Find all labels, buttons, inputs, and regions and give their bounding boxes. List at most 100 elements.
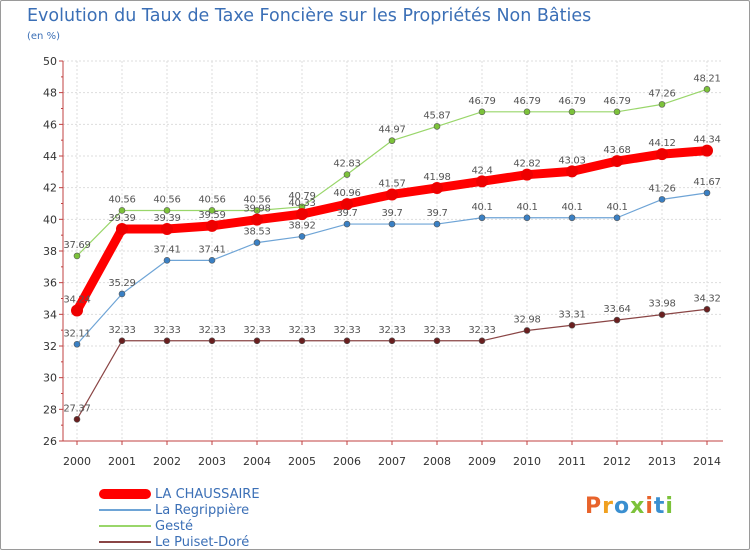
logo-letter: i [665, 494, 674, 519]
x-tick-label: 2014 [693, 455, 721, 468]
legend-swatch [99, 541, 151, 543]
data-point [521, 168, 533, 181]
data-label: 48.21 [693, 73, 720, 84]
data-label: 44.97 [378, 125, 405, 136]
data-label: 40.96 [333, 188, 360, 199]
proxiti-logo[interactable]: Proxiti [585, 494, 674, 519]
data-label: 35.29 [108, 278, 135, 289]
data-point [386, 188, 398, 201]
x-tick-label: 2008 [423, 455, 451, 468]
data-label: 38.92 [288, 220, 315, 231]
data-label: 38.53 [243, 227, 270, 238]
y-tick-label: 42 [43, 182, 57, 195]
data-label: 33.31 [558, 309, 585, 320]
x-tick-label: 2003 [198, 455, 226, 468]
data-label: 44.34 [693, 135, 720, 146]
data-point [161, 222, 173, 235]
data-label: 39.59 [198, 210, 225, 221]
data-label: 32.33 [198, 325, 225, 336]
data-label: 39.7 [381, 208, 402, 219]
data-point [433, 337, 441, 345]
data-point [388, 220, 396, 228]
logo-letter: i [645, 494, 654, 519]
data-label: 32.33 [468, 325, 495, 336]
data-label: 33.64 [603, 304, 630, 315]
data-point [568, 214, 576, 222]
logo-letter: P [585, 494, 603, 519]
data-label: 37.41 [198, 244, 225, 255]
data-label: 41.67 [693, 177, 720, 188]
x-tick-label: 2010 [513, 455, 541, 468]
data-point [163, 257, 171, 264]
data-point [658, 196, 666, 203]
data-point [523, 108, 531, 116]
data-label: 42.83 [333, 159, 360, 170]
x-tick-label: 2012 [603, 455, 631, 468]
data-label: 40.79 [288, 191, 315, 202]
data-label: 34.32 [693, 293, 720, 304]
y-tick-label: 34 [43, 308, 57, 321]
x-tick-label: 2005 [288, 455, 316, 468]
data-point [703, 189, 711, 197]
data-point [208, 257, 216, 264]
data-label: 46.79 [468, 96, 495, 107]
data-label: 32.33 [288, 325, 315, 336]
data-point [613, 108, 621, 116]
data-label: 32.11 [63, 328, 90, 339]
legend-item[interactable]: LA CHAUSSAIRE [99, 486, 260, 502]
logo-letter: x [630, 494, 646, 519]
data-point [163, 337, 171, 345]
x-tick-label: 2006 [333, 455, 361, 468]
data-label: 40.56 [243, 194, 270, 205]
data-point [568, 108, 576, 116]
data-point [701, 144, 713, 157]
data-point [611, 155, 623, 168]
legend: LA CHAUSSAIRE La Regrippière Gesté Le Pu… [99, 486, 260, 549]
data-point [73, 416, 81, 423]
data-label: 32.98 [513, 314, 540, 325]
chart-title: Evolution du Taux de Taxe Foncière sur l… [27, 6, 592, 26]
data-point [613, 214, 621, 222]
data-label: 43.68 [603, 145, 630, 156]
data-label: 40.33 [288, 198, 315, 209]
data-point [118, 207, 126, 214]
data-label: 40.1 [471, 202, 492, 213]
data-label: 37.69 [63, 240, 90, 251]
legend-item[interactable]: Le Puiset-Doré [99, 534, 260, 549]
legend-item[interactable]: Gesté [99, 518, 260, 534]
data-label: 41.57 [378, 178, 405, 189]
data-label: 37.41 [153, 244, 180, 255]
data-label: 46.79 [558, 96, 585, 107]
x-tick-label: 2007 [378, 455, 406, 468]
data-point [478, 214, 486, 222]
y-unit-label: (en %) [27, 31, 60, 42]
data-label: 32.33 [243, 325, 270, 336]
x-tick-label: 2011 [558, 455, 586, 468]
logo-letter: t [653, 494, 666, 519]
data-point [658, 101, 666, 108]
data-point [253, 239, 261, 246]
data-label: 41.26 [648, 183, 675, 194]
data-label: 42.82 [513, 159, 540, 170]
data-point [208, 337, 216, 345]
data-point [476, 175, 488, 188]
data-point [343, 337, 351, 345]
data-label: 32.33 [153, 325, 180, 336]
data-label: 46.79 [603, 96, 630, 107]
y-tick-label: 38 [43, 245, 57, 258]
data-point [71, 304, 83, 317]
data-label: 39.39 [153, 213, 180, 224]
data-point [118, 290, 126, 298]
y-tick-label: 28 [43, 403, 57, 416]
y-tick-label: 44 [43, 150, 57, 163]
data-label: 40.56 [108, 194, 135, 205]
data-label: 32.33 [378, 325, 405, 336]
data-point [118, 337, 126, 345]
x-tick-label: 2009 [468, 455, 496, 468]
data-label: 41.98 [423, 172, 450, 183]
legend-swatch [99, 525, 151, 527]
data-label: 39.98 [243, 204, 270, 215]
logo-letter: o [613, 494, 631, 519]
legend-item[interactable]: La Regrippière [99, 502, 260, 518]
data-point [656, 148, 668, 161]
